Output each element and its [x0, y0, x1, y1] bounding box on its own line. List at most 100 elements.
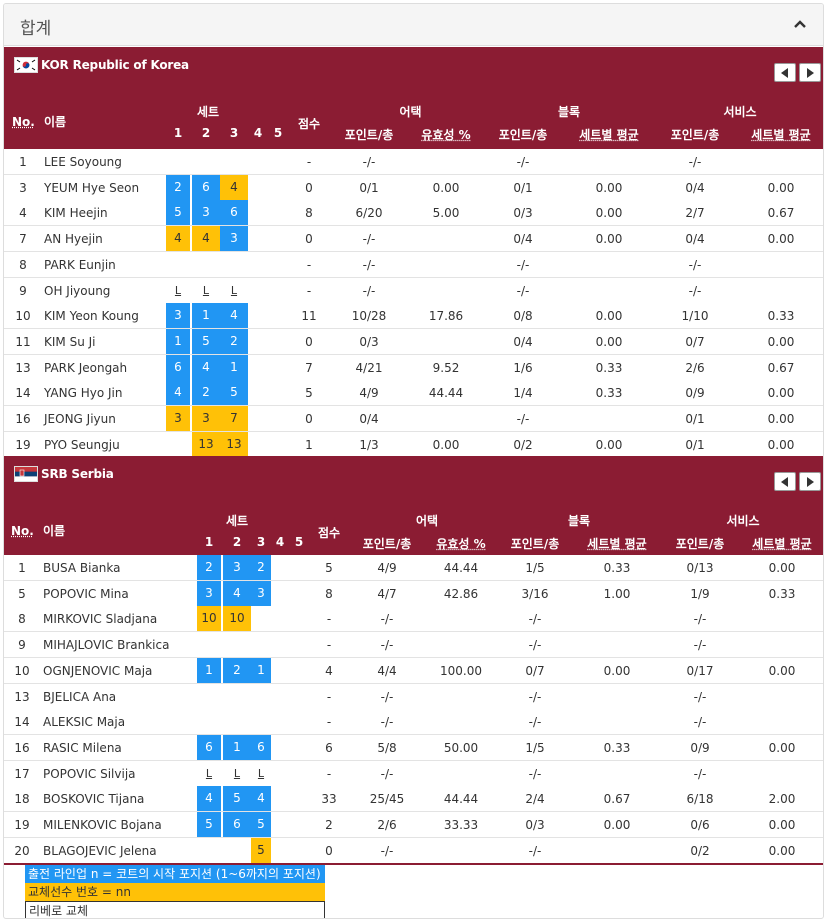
next-button[interactable]	[799, 472, 821, 491]
set-3-position: 7	[220, 406, 248, 431]
player-row: 1 BUSA Bianka 2 3 2 5 4/9 44.44 1/5 0.33 0/13 0.00	[4, 555, 823, 581]
attack-efficiency: 33.33	[443, 818, 479, 832]
team-pager	[774, 472, 821, 491]
player-row: 13 BJELICA Ana - -/- -/- -/-	[4, 684, 823, 710]
set-2-position: 4	[192, 226, 220, 251]
col-serve: 서비스	[723, 105, 757, 119]
set-1-position: 3	[197, 581, 221, 606]
col-attack: 어택	[415, 514, 439, 528]
attack-efficiency: 100.00	[440, 664, 482, 678]
legend-substitute: 교체선수 번호 = nn	[25, 883, 325, 901]
set-2-position: 13	[192, 432, 220, 457]
player-row: 16 RASIC Milena 6 1 6 6 5/8 50.00 1/5 0.33 0/9 0.00	[4, 735, 823, 761]
block-avg: 0.00	[595, 206, 623, 220]
block-points: -/-	[528, 844, 542, 858]
col-set-3: 3	[256, 535, 266, 549]
panel-header[interactable]: 합계	[4, 4, 823, 46]
player-row: 13 PARK Jeongah 6 4 1 7 4/21 9.52 1/6 0.33 2/6 0.67	[4, 355, 823, 381]
set-1-position: 5	[197, 812, 221, 837]
set-3-position: 1	[251, 658, 271, 683]
col-block: 블록	[557, 105, 581, 119]
set-1-position: 2	[197, 555, 221, 580]
col-attack-pts: 포인트/총	[344, 128, 394, 142]
player-number: 5	[18, 587, 26, 601]
player-row: 9 MIHAJLOVIC Brankica - -/- -/- -/-	[4, 632, 823, 658]
attack-points: 4/9	[359, 386, 379, 400]
prev-button[interactable]	[774, 63, 796, 82]
player-points: -	[306, 284, 312, 298]
serve-points: -/-	[688, 155, 702, 169]
set-3-position: 3	[251, 581, 271, 606]
legend-libero: 리베로 교체	[25, 901, 325, 918]
team-name: SRB Serbia	[14, 466, 114, 482]
player-points: -	[326, 767, 332, 781]
block-points: 0/7	[525, 664, 545, 678]
serve-points: 2/6	[685, 361, 705, 375]
player-points: 2	[325, 818, 333, 832]
player-row: 14 YANG Hyo Jin 4 2 5 5 4/9 44.44 1/4 0.33 0/9 0.00	[4, 380, 823, 406]
block-points: -/-	[528, 690, 542, 704]
player-row: 8 MIRKOVIC Sladjana 10 10 - -/- -/- -/-	[4, 606, 823, 632]
player-row: 8 PARK Eunjin - -/- -/- -/-	[4, 252, 823, 278]
serve-points: -/-	[693, 612, 707, 626]
set-2-position: 3	[223, 555, 251, 580]
player-row: 11 KIM Su Ji 1 5 2 0 0/3 0/4 0.00 0/7 0.00	[4, 329, 823, 355]
set-2-position: 2	[223, 658, 251, 683]
set-3-position: 2	[220, 329, 248, 354]
col-serve: 서비스	[726, 514, 760, 528]
serve-avg: 0.00	[768, 741, 796, 755]
player-points: -	[326, 638, 332, 652]
block-points: 2/4	[525, 792, 545, 806]
set-2-position: 6	[223, 812, 251, 837]
col-attack-pts: 포인트/총	[362, 537, 412, 551]
next-button[interactable]	[799, 63, 821, 82]
player-name: MILENKOVIC Bojana	[43, 818, 162, 832]
serve-points: -/-	[693, 715, 707, 729]
block-points: 0/2	[513, 438, 533, 452]
player-points: 0	[305, 335, 313, 349]
block-avg: 0.33	[595, 386, 623, 400]
set-3-position: 13	[220, 432, 248, 457]
serve-avg: 0.00	[767, 232, 795, 246]
prev-button[interactable]	[774, 472, 796, 491]
set-3-position: 5	[251, 838, 271, 863]
serve-avg: 0.00	[768, 818, 796, 832]
serve-avg: 0.00	[767, 181, 795, 195]
serve-avg: 0.33	[768, 587, 796, 601]
col-block-pts: 포인트/총	[510, 537, 560, 551]
serve-avg: 0.00	[768, 664, 796, 678]
player-points: 8	[325, 587, 333, 601]
block-points: -/-	[516, 412, 530, 426]
block-avg: 0.33	[603, 561, 631, 575]
block-points: 0/4	[513, 232, 533, 246]
attack-points: 0/4	[359, 412, 379, 426]
set-2-position: L	[233, 767, 241, 780]
block-points: 0/8	[513, 309, 533, 323]
attack-efficiency: 42.86	[443, 587, 479, 601]
serve-points: 1/10	[681, 309, 709, 323]
attack-points: 0/1	[359, 181, 379, 195]
player-points: 0	[305, 232, 313, 246]
player-name: PARK Eunjin	[44, 258, 116, 272]
player-name: BUSA Bianka	[43, 561, 121, 575]
serve-points: 0/4	[685, 181, 705, 195]
set-1-position: 10	[197, 606, 221, 631]
player-number: 19	[14, 818, 30, 832]
set-1-position: 6	[166, 355, 190, 380]
player-row: 20 BLAGOJEVIC Jelena 5 0 -/- -/- 0/2 0.00	[4, 838, 823, 864]
chevron-up-icon[interactable]	[793, 17, 807, 31]
attack-points: -/-	[380, 715, 394, 729]
serve-avg: 0.00	[768, 844, 796, 858]
set-2-position: 4	[192, 355, 220, 380]
player-number: 8	[19, 258, 27, 272]
player-row: 1 LEE Soyoung - -/- -/- -/-	[4, 149, 823, 175]
team-header: SRB Serbia No. 이름 세트 1 2 3 4 5 점수 어택 포인트/총 유효성 % 블록 포인…	[4, 456, 823, 555]
kor-flag-icon	[14, 57, 38, 73]
attack-efficiency: 5.00	[432, 206, 460, 220]
player-name: KIM Heejin	[44, 206, 108, 220]
player-points: 8	[305, 206, 313, 220]
panel-title: 합계	[20, 19, 52, 39]
player-name: ALEKSIC Maja	[43, 715, 126, 729]
block-points: -/-	[516, 284, 530, 298]
set-3-position: L	[230, 284, 238, 297]
